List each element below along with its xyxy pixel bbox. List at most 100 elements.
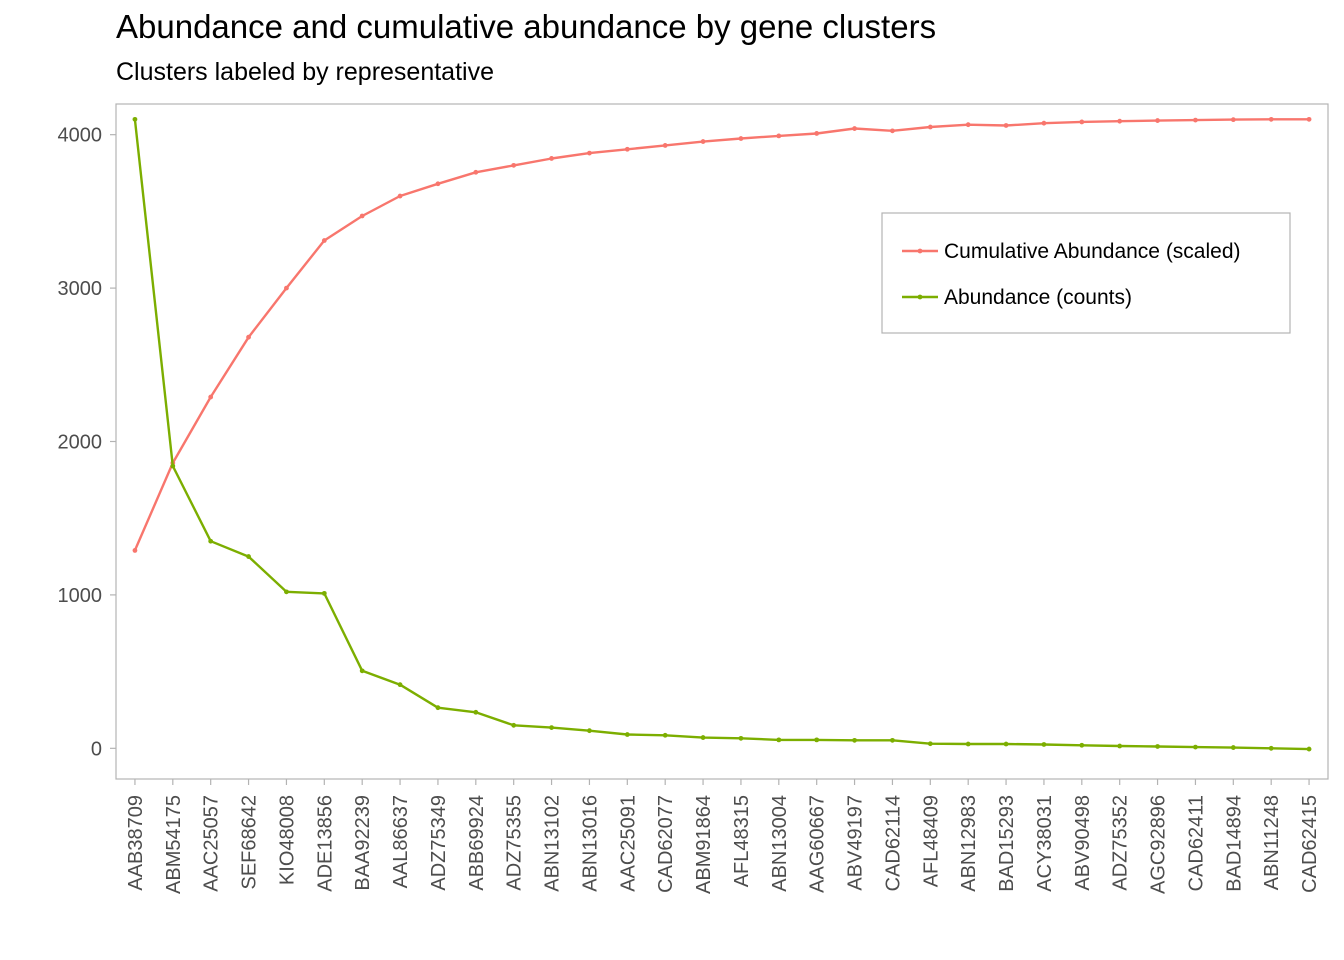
data-point-abundance-counts <box>776 737 782 743</box>
data-point-abundance-counts <box>435 705 441 711</box>
data-point-abundance-counts <box>1003 741 1009 747</box>
x-axis: AAB38709 ABM54175 AAC25057 SEF68642 KIO48008… <box>125 779 1321 894</box>
x-tick-label: AFL48409 <box>920 795 942 887</box>
legend-key-point-abundance-counts <box>917 294 923 300</box>
data-point-cumulative-abundance <box>397 193 403 199</box>
x-tick-label: ABN11248 <box>1261 795 1283 890</box>
x-tick-label: AAC25057 <box>201 795 223 892</box>
x-tick-label: ACY38031 <box>1034 795 1056 892</box>
data-point-cumulative-abundance <box>927 124 933 130</box>
series-line-cumulative-abundance <box>133 118 1310 551</box>
data-point-abundance-counts <box>1268 745 1274 751</box>
data-point-cumulative-abundance <box>511 162 517 168</box>
x-tick-label: AAB38709 <box>125 795 147 891</box>
data-point-abundance-counts <box>473 709 479 715</box>
x-tick-label: AFL48315 <box>731 795 753 887</box>
legend-key-point-cumulative-abundance <box>917 248 923 254</box>
data-point-cumulative-abundance <box>435 181 441 187</box>
data-point-abundance-counts <box>1230 745 1236 750</box>
chart-title: Abundance and cumulative abundance by ge… <box>116 8 937 45</box>
data-point-abundance-counts <box>1041 742 1047 747</box>
series-layer <box>132 116 1312 752</box>
data-point-cumulative-abundance <box>1193 117 1198 123</box>
data-point-cumulative-abundance <box>321 238 327 243</box>
data-point-abundance-counts <box>359 668 365 674</box>
x-tick-label: ABM91864 <box>693 795 715 894</box>
data-point-abundance-counts <box>852 737 857 743</box>
legend: Cumulative Abundance (scaled) Abundance (… <box>881 212 1291 334</box>
data-point-abundance-counts <box>170 463 176 469</box>
data-point-cumulative-abundance <box>814 131 820 136</box>
y-tick-label: 0 <box>91 738 102 760</box>
data-point-abundance-counts <box>624 732 630 737</box>
data-point-cumulative-abundance <box>1117 118 1123 124</box>
data-point-abundance-counts <box>284 589 289 595</box>
data-point-abundance-counts <box>1306 746 1312 752</box>
x-tick-label: ADZ75352 <box>1110 795 1132 891</box>
data-point-abundance-counts <box>1117 743 1123 749</box>
data-point-cumulative-abundance <box>1306 116 1312 122</box>
data-point-cumulative-abundance <box>549 156 554 161</box>
data-point-abundance-counts <box>738 735 744 741</box>
data-point-cumulative-abundance <box>359 213 365 219</box>
legend-label-abundance-counts: Abundance (counts) <box>944 286 1132 309</box>
x-tick-label: ABN12983 <box>958 795 980 892</box>
x-tick-label: ABV90498 <box>1072 795 1094 891</box>
x-tick-label: ABM54175 <box>163 795 185 894</box>
data-point-cumulative-abundance <box>624 146 630 152</box>
x-tick-label: ABN13004 <box>769 795 791 892</box>
data-point-cumulative-abundance <box>965 122 971 128</box>
data-point-abundance-counts <box>246 554 251 559</box>
series-line-abundance-counts <box>133 119 1310 751</box>
data-point-abundance-counts <box>814 737 820 743</box>
y-tick-label: 2000 <box>58 432 103 454</box>
data-point-abundance-counts <box>397 682 403 688</box>
data-point-abundance-counts <box>1155 744 1160 749</box>
x-tick-label: CAD62415 <box>1299 795 1321 893</box>
x-tick-label: BAD15293 <box>996 795 1018 892</box>
x-tick-label: ABB69924 <box>466 795 488 891</box>
x-tick-label: AAC25091 <box>617 795 639 892</box>
data-point-cumulative-abundance <box>1230 117 1236 123</box>
data-point-cumulative-abundance <box>776 133 782 139</box>
data-point-abundance-counts <box>587 728 592 734</box>
y-tick-label: 3000 <box>58 278 103 300</box>
data-point-abundance-counts <box>549 725 554 731</box>
data-point-abundance-counts <box>208 538 214 544</box>
data-point-cumulative-abundance <box>1041 120 1047 126</box>
x-tick-label: ADE13856 <box>314 795 336 892</box>
x-tick-label: ABV49197 <box>845 795 867 891</box>
data-point-cumulative-abundance <box>1079 119 1085 125</box>
x-tick-label: AAG60667 <box>807 795 829 893</box>
x-tick-label: KIO48008 <box>276 795 298 885</box>
x-tick-label: ABN13102 <box>542 795 564 892</box>
data-point-cumulative-abundance <box>738 136 744 141</box>
chart-subtitle: Clusters labeled by representative <box>116 58 494 86</box>
x-tick-label: CAD62114 <box>882 795 904 891</box>
data-point-abundance-counts <box>1193 744 1198 750</box>
data-point-cumulative-abundance <box>208 394 214 400</box>
data-point-cumulative-abundance <box>587 150 592 156</box>
legend-box <box>881 212 1291 334</box>
data-point-cumulative-abundance <box>246 334 251 340</box>
data-point-abundance-counts <box>1079 742 1085 748</box>
data-point-cumulative-abundance <box>852 126 857 131</box>
data-point-abundance-counts <box>321 590 327 596</box>
x-tick-label: CAD62077 <box>655 795 677 893</box>
data-point-abundance-counts <box>511 722 517 728</box>
data-point-cumulative-abundance <box>473 169 479 175</box>
legend-label-cumulative-abundance: Cumulative Abundance (scaled) <box>944 240 1241 263</box>
y-tick-label: 1000 <box>58 585 103 607</box>
x-tick-label: BAA92239 <box>352 795 374 891</box>
x-tick-label: CAD62411 <box>1185 795 1207 891</box>
x-tick-label: SEF68642 <box>239 795 261 890</box>
data-point-abundance-counts <box>890 737 895 743</box>
data-point-cumulative-abundance <box>284 285 289 291</box>
plot-panel-border <box>115 103 1329 780</box>
y-tick-label: 4000 <box>58 125 103 147</box>
x-tick-label: ABN13016 <box>579 795 601 892</box>
data-point-cumulative-abundance <box>890 128 895 134</box>
data-point-abundance-counts <box>700 735 706 740</box>
data-point-cumulative-abundance <box>1268 116 1274 122</box>
